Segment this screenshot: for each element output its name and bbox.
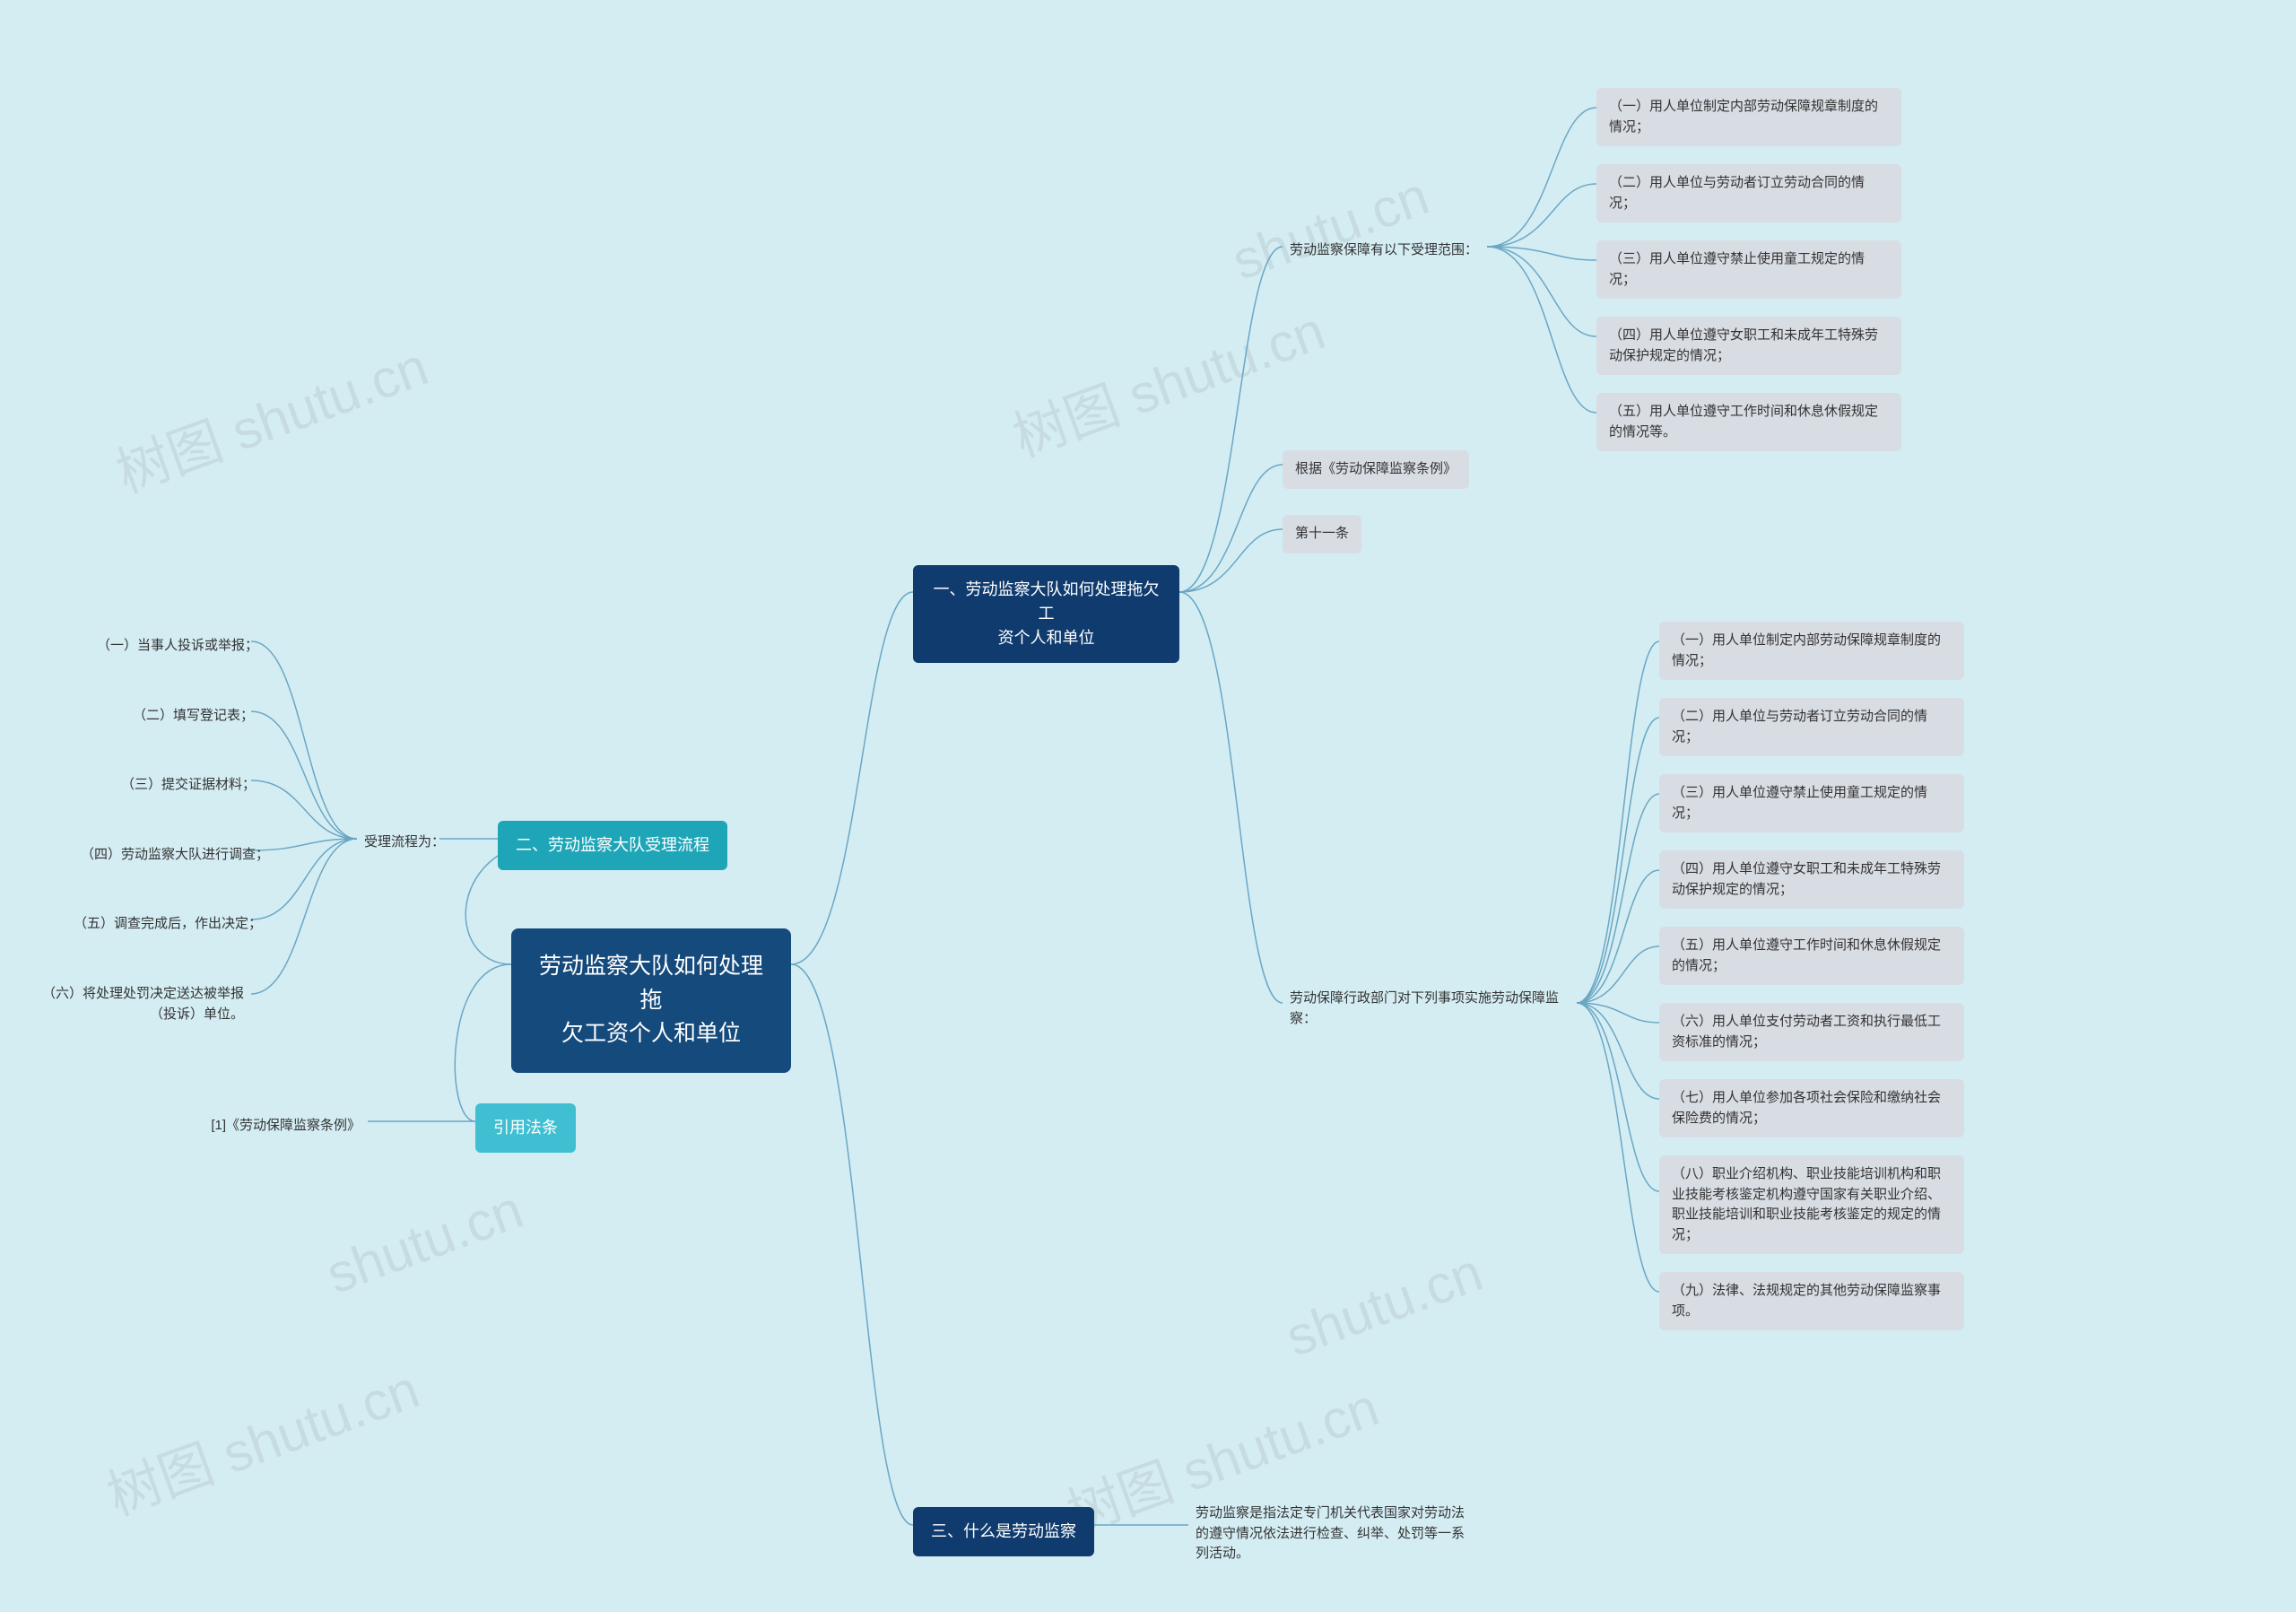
root-line1: 劳动监察大队如何处理拖 <box>539 954 763 1013</box>
watermark: shutu.cn <box>1278 1241 1491 1368</box>
branch-1-line2: 资个人和单位 <box>998 629 1095 647</box>
branch-3-desc-1: 劳动监察是指法定专门机关代表国家对劳动法 <box>1196 1505 1465 1521</box>
proc-item-2[interactable]: （二）填写登记表； <box>126 702 251 730</box>
dept-item-8[interactable]: （八）职业介绍机构、职业技能培训机构和职业技能考核鉴定机构遵守国家有关职业介绍、… <box>1659 1155 1964 1254</box>
branch-3-desc-2: 的遵守情况依法进行检查、纠举、处罚等一系 <box>1196 1526 1465 1541</box>
scope-item-2[interactable]: （二）用人单位与劳动者订立劳动合同的情况； <box>1596 164 1901 222</box>
root-line2: 欠工资个人和单位 <box>561 1021 741 1046</box>
root-node[interactable]: 劳动监察大队如何处理拖 欠工资个人和单位 <box>511 928 791 1073</box>
dept-label[interactable]: 劳动保障行政部门对下列事项实施劳动保障监 察： <box>1283 985 1577 1033</box>
scope-label[interactable]: 劳动监察保障有以下受理范围： <box>1283 237 1485 265</box>
proc-item-1[interactable]: （一）当事人投诉或举报； <box>90 632 251 660</box>
dept-item-9[interactable]: （九）法律、法规规定的其他劳动保障监察事项。 <box>1659 1272 1964 1330</box>
watermark: 树图 shutu.cn <box>104 323 437 508</box>
dept-item-5[interactable]: （五）用人单位遵守工作时间和休息休假规定的情况； <box>1659 927 1964 985</box>
proc-item-6[interactable]: （六）将处理处罚决定送达被举报（投诉）单位。 <box>18 980 251 1028</box>
scope-item-4[interactable]: （四）用人单位遵守女职工和未成年工特殊劳动保护规定的情况； <box>1596 317 1901 375</box>
branch-2-sub[interactable]: 受理流程为： <box>357 829 452 857</box>
dept-item-7[interactable]: （七）用人单位参加各项社会保险和缴纳社会保险费的情况； <box>1659 1079 1964 1137</box>
dept-item-4[interactable]: （四）用人单位遵守女职工和未成年工特殊劳动保护规定的情况； <box>1659 850 1964 909</box>
branch-3-desc-3: 列活动。 <box>1196 1546 1249 1561</box>
dept-item-3[interactable]: （三）用人单位遵守禁止使用童工规定的情况； <box>1659 774 1964 832</box>
dept-line2: 察： <box>1290 1011 1317 1026</box>
watermark: 树图 shutu.cn <box>1001 287 1334 472</box>
watermark: 树图 shutu.cn <box>95 1346 428 1530</box>
watermark: shutu.cn <box>318 1178 531 1305</box>
dept-item-6[interactable]: （六）用人单位支付劳动者工资和执行最低工资标准的情况； <box>1659 1003 1964 1061</box>
basis-node[interactable]: 根据《劳动保障监察条例》 <box>1283 450 1469 489</box>
proc-item-5[interactable]: （五）调查完成后，作出决定； <box>66 911 251 938</box>
branch-3[interactable]: 三、什么是劳动监察 <box>913 1507 1094 1556</box>
proc-item-3[interactable]: （三）提交证据材料； <box>114 771 251 799</box>
branch-1-line1: 一、劳动监察大队如何处理拖欠工 <box>934 580 1160 623</box>
dept-item-1[interactable]: （一）用人单位制定内部劳动保障规章制度的情况； <box>1659 622 1964 680</box>
scope-item-1[interactable]: （一）用人单位制定内部劳动保障规章制度的情况； <box>1596 88 1901 146</box>
scope-item-3[interactable]: （三）用人单位遵守禁止使用童工规定的情况； <box>1596 240 1901 299</box>
branch-1[interactable]: 一、劳动监察大队如何处理拖欠工 资个人和单位 <box>913 565 1179 663</box>
article-node[interactable]: 第十一条 <box>1283 515 1361 553</box>
branch-3-desc[interactable]: 劳动监察是指法定专门机关代表国家对劳动法 的遵守情况依法进行检查、纠举、处罚等一… <box>1188 1500 1493 1568</box>
proc-item-4[interactable]: （四）劳动监察大队进行调查； <box>74 841 251 869</box>
refs-item-1[interactable]: [1]《劳动保障监察条例》 <box>202 1112 368 1140</box>
scope-item-5[interactable]: （五）用人单位遵守工作时间和休息休假规定的情况等。 <box>1596 393 1901 451</box>
refs-branch[interactable]: 引用法条 <box>475 1103 576 1153</box>
branch-2[interactable]: 二、劳动监察大队受理流程 <box>498 821 727 870</box>
dept-item-2[interactable]: （二）用人单位与劳动者订立劳动合同的情况； <box>1659 698 1964 756</box>
dept-line1: 劳动保障行政部门对下列事项实施劳动保障监 <box>1290 990 1559 1006</box>
watermark: shutu.cn <box>1224 164 1437 292</box>
